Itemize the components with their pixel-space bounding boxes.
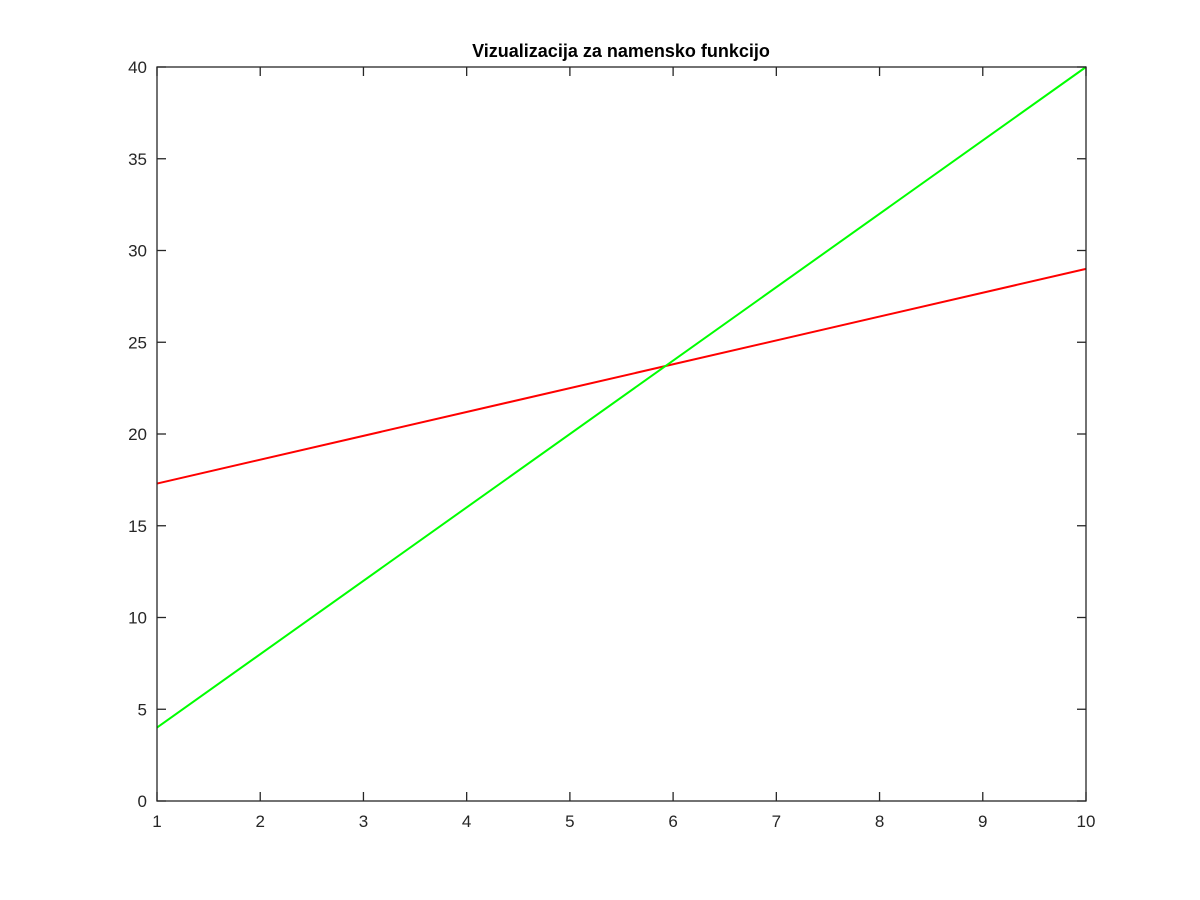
y-tick-label: 25 bbox=[128, 333, 147, 352]
ticks-layer: 1 2 3 4 5 6 7 8 9 10 0 5 10 15 20 25 30 35 40 bbox=[128, 58, 1095, 831]
x-tick-label: 10 bbox=[1077, 812, 1096, 831]
chart-title: Vizualizacija za namensko funkcijo bbox=[472, 41, 770, 61]
x-tick-label: 7 bbox=[772, 812, 781, 831]
x-tick-label: 9 bbox=[978, 812, 987, 831]
x-tick-label: 2 bbox=[255, 812, 264, 831]
y-tick-label: 20 bbox=[128, 425, 147, 444]
x-tick-label: 6 bbox=[668, 812, 677, 831]
series-layer bbox=[156, 66, 1087, 729]
y-tick-label: 0 bbox=[138, 792, 147, 811]
y-tick-label: 30 bbox=[128, 242, 147, 261]
x-tick-label: 3 bbox=[359, 812, 368, 831]
series-line-1 bbox=[156, 267, 1087, 485]
x-tick-label: 4 bbox=[462, 812, 471, 831]
x-tick-label: 8 bbox=[875, 812, 884, 831]
x-tick-label: 1 bbox=[152, 812, 161, 831]
y-tick-label: 35 bbox=[128, 150, 147, 169]
series-line-2 bbox=[156, 66, 1087, 729]
plot-area bbox=[157, 67, 1086, 801]
y-tick-label: 5 bbox=[138, 700, 147, 719]
y-tick-label: 10 bbox=[128, 609, 147, 628]
y-tick-label: 40 bbox=[128, 58, 147, 77]
y-tick-label: 15 bbox=[128, 517, 147, 536]
x-tick-label: 5 bbox=[565, 812, 574, 831]
